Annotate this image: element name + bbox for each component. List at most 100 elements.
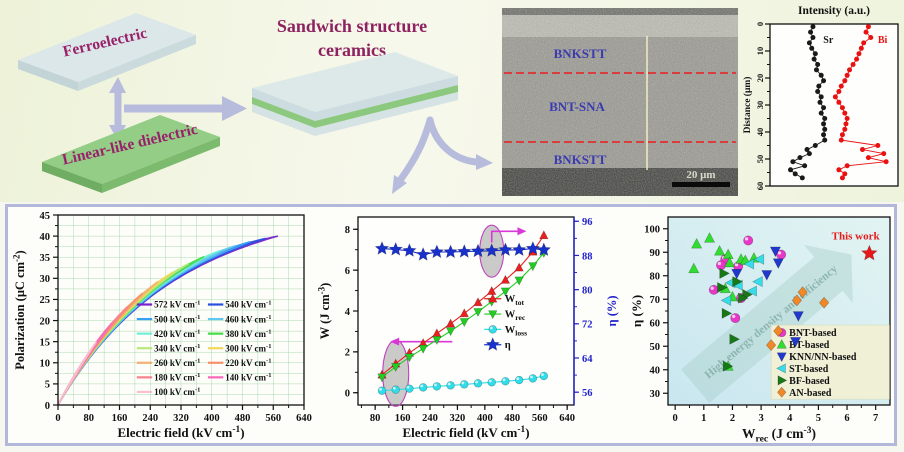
svg-text:80: 80	[650, 272, 661, 283]
pe-legend: 572 kV cm-1 540 kV cm-1 500 kV cm-1 460 kV …	[136, 299, 271, 397]
svg-text:60: 60	[650, 319, 661, 330]
compare-series-BF-based	[717, 267, 753, 372]
dielectric-plate: Linear-like dielectric	[42, 115, 220, 193]
star-marker	[860, 244, 878, 261]
pe-legend-label: 540 kV cm-1	[225, 299, 271, 309]
triangle-down-marker	[377, 373, 387, 383]
sandwich-title-line1: Sandwich structure	[277, 16, 427, 36]
triangle-right-marker	[738, 292, 749, 304]
triangle-left-marker	[753, 253, 765, 265]
triangle-up-marker	[722, 248, 734, 260]
triangle-up-marker	[486, 285, 497, 295]
weta-legend: Wtot Wrec Wloss η	[484, 293, 527, 351]
triangle-left-marker	[720, 294, 732, 306]
svg-text:80: 80	[84, 413, 95, 424]
compare-legend-label: KNN/NN-based	[789, 352, 857, 363]
svg-text:0: 0	[673, 413, 678, 424]
svg-text:15: 15	[40, 337, 51, 348]
triangle-left-marker	[776, 363, 786, 374]
sem-layer-label-middle: BNT-SNA	[549, 99, 605, 114]
circle-marker	[487, 378, 496, 387]
circle-marker	[501, 377, 510, 386]
this-work-label: This work	[832, 230, 881, 242]
eds-series-Bi: Bi	[832, 24, 889, 181]
svg-text:30: 30	[40, 274, 51, 285]
scale-bar	[672, 182, 730, 187]
triangle-down-marker	[459, 318, 470, 328]
triangle-down-marker	[792, 311, 804, 322]
circle-marker	[730, 313, 741, 324]
weta-xlabel: Electric field (kV cm-1)	[402, 425, 529, 440]
pe-legend-label: 100 kV cm-1	[154, 387, 200, 397]
svg-text:3: 3	[758, 413, 763, 424]
svg-text:40: 40	[650, 366, 661, 377]
svg-text:2: 2	[730, 413, 735, 424]
compare-xlabel: Wrec (J cm-3)	[742, 425, 816, 443]
svg-text:30: 30	[755, 101, 765, 110]
star-marker	[511, 242, 527, 257]
triangle-right-marker	[721, 307, 733, 319]
triangle-down-marker	[789, 337, 802, 348]
weta-legend-label: Wtot	[505, 294, 525, 307]
branch-arrow	[392, 116, 493, 194]
svg-text:45: 45	[40, 211, 51, 222]
triangle-down-marker	[432, 336, 442, 346]
svg-text:64: 64	[582, 354, 593, 365]
sem-grain-texture	[502, 8, 738, 196]
weta-series-W-rec	[377, 249, 549, 383]
pe-curves	[57, 235, 279, 406]
triangle-down-marker	[488, 310, 498, 320]
weta-ylabel-right: η (%)	[605, 295, 619, 326]
star-marker	[388, 241, 404, 256]
triangle-up-marker	[459, 308, 470, 318]
svg-text:56: 56	[582, 388, 593, 399]
triangle-right-marker	[719, 267, 731, 279]
svg-text:4: 4	[345, 307, 351, 318]
star-marker	[374, 240, 390, 255]
pe-legend-label: 460 kV cm-1	[225, 314, 271, 324]
svg-text:5: 5	[816, 413, 821, 424]
triangle-up-marker	[776, 338, 787, 349]
svg-text:35: 35	[40, 253, 51, 264]
svg-text:640: 640	[296, 413, 312, 424]
weta-series-W-loss	[377, 371, 549, 395]
svg-text:320: 320	[450, 413, 466, 424]
svg-text:70: 70	[650, 295, 661, 306]
svg-text:20: 20	[40, 316, 51, 327]
triangle-down-marker	[514, 276, 524, 286]
pe-legend-label: 340 kV cm-1	[154, 343, 200, 353]
svg-text:7: 7	[873, 413, 878, 424]
triangle-up-marker	[714, 244, 726, 256]
circle-marker	[460, 380, 469, 389]
weta-ylabel-left: W (J cm-3)	[318, 283, 332, 340]
svg-text:50: 50	[755, 155, 765, 164]
pe-ylabel: Polarization (μC cm-2)	[12, 250, 27, 369]
diamond-marker	[777, 386, 787, 398]
eds-series-label: Sr	[823, 35, 834, 46]
triangle-left-marker	[746, 285, 757, 297]
eds-series-Sr: Sr	[788, 24, 834, 181]
svg-text:90: 90	[650, 248, 661, 259]
eds-ylabel: Distance (μm)	[742, 77, 753, 134]
eds-series-label: Bi	[878, 35, 888, 46]
triangle-down-marker	[776, 352, 787, 363]
pe-legend-label: 220 kV cm-1	[225, 358, 271, 368]
svg-text:80: 80	[370, 413, 381, 424]
svg-text:10: 10	[40, 359, 51, 370]
pe-xlabel: Electric field (kV cm-1)	[117, 425, 244, 440]
energy-storage-chart: 80 160 240 320 400 480 560 640 0 2 4 6 8 56 64 72 80 88 96…	[318, 216, 619, 440]
triangle-left-marker	[743, 258, 755, 270]
star-marker	[525, 240, 541, 255]
triangle-down-marker	[473, 308, 483, 318]
triangle-up-marker	[473, 297, 483, 307]
triangle-down-marker	[761, 270, 773, 281]
circle-marker	[446, 381, 455, 390]
triangle-down-marker	[500, 287, 511, 297]
eds-intensity-chart: Intensity (a.u.) Distance (μm) 0 10 20 30 40 50…	[742, 5, 899, 190]
circle-marker	[391, 385, 400, 394]
compare-legend-label: AN-based	[789, 388, 832, 399]
svg-text:40: 40	[755, 128, 765, 137]
svg-text:240: 240	[142, 413, 158, 424]
svg-text:160: 160	[112, 413, 128, 424]
